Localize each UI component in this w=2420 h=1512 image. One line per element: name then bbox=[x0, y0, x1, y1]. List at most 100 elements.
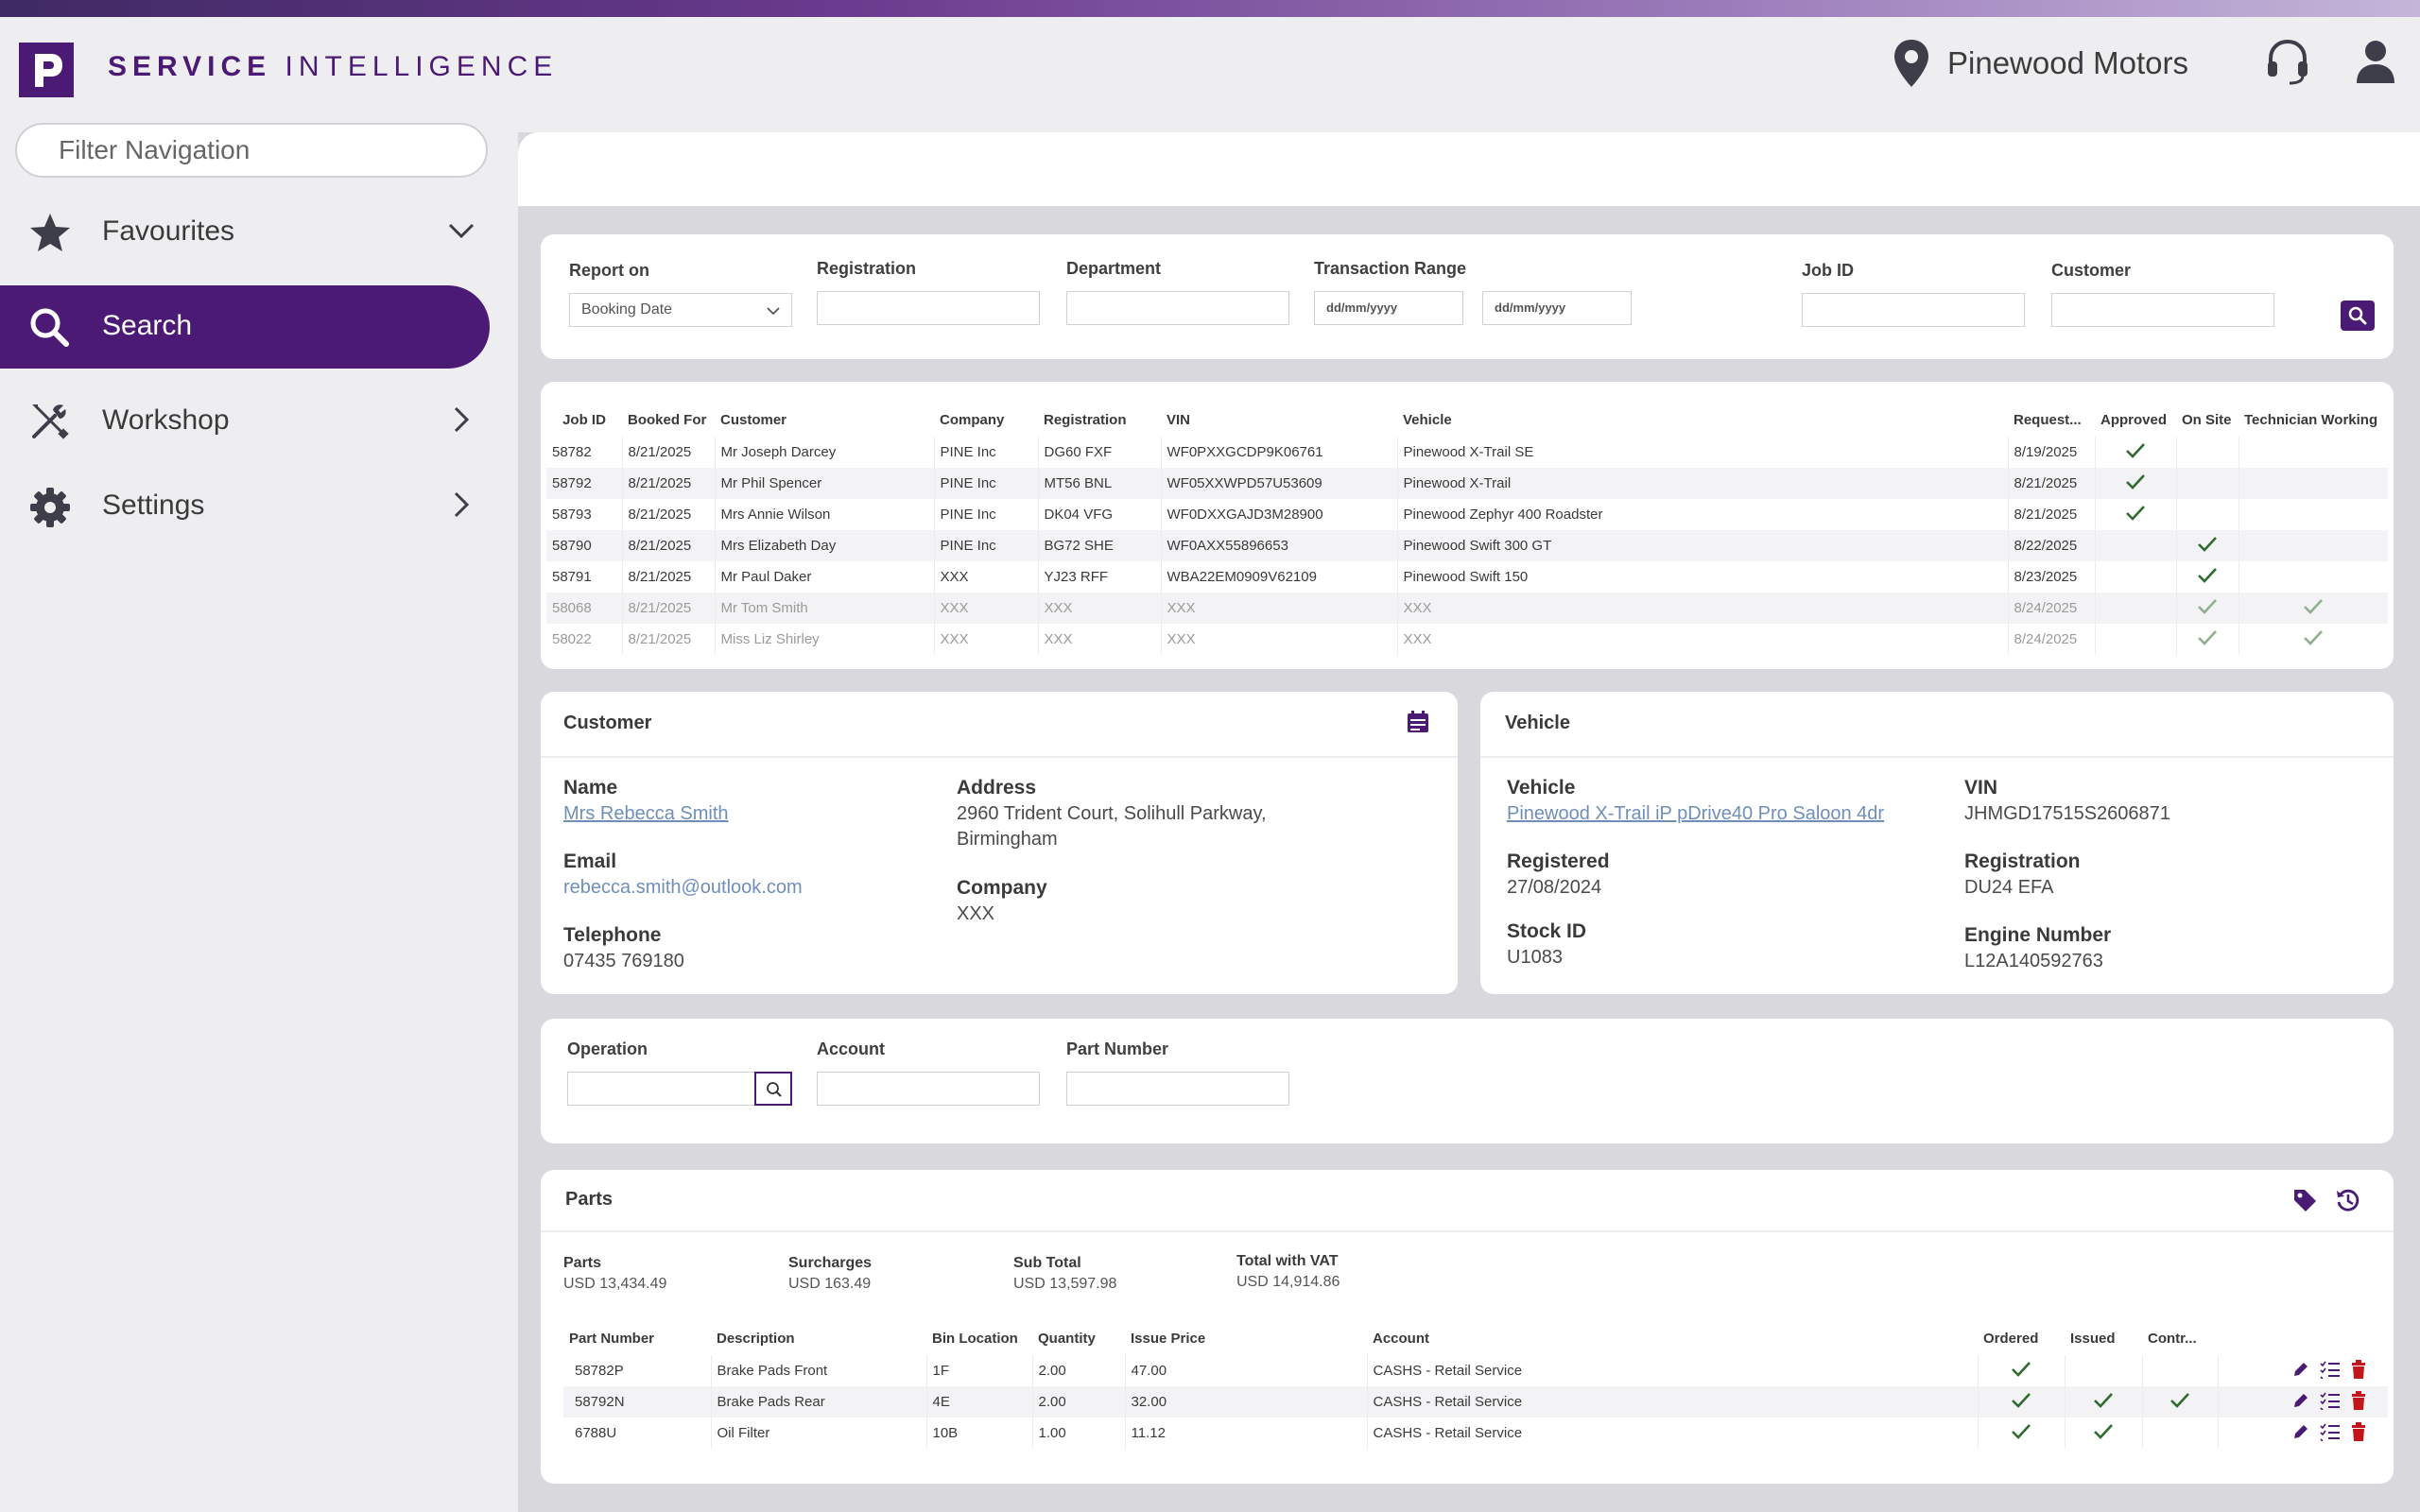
sidebar-item-settings[interactable]: Settings bbox=[0, 465, 490, 548]
col-approved[interactable]: Approved bbox=[2100, 411, 2168, 428]
main-top-bar bbox=[518, 132, 2420, 206]
table-row[interactable]: 58022 8/21/2025 Miss Liz Shirley XXX XXX XXX X… bbox=[546, 624, 2388, 655]
description-cell: Oil Filter bbox=[711, 1418, 927, 1449]
customer-cell: Mr Phil Spencer bbox=[715, 468, 935, 499]
col-vehicle[interactable]: Vehicle bbox=[1403, 411, 1452, 428]
table-row[interactable]: 6788U Oil Filter 10B 1.00 11.12 CASHS - Retai… bbox=[563, 1418, 2388, 1449]
col-description[interactable]: Description bbox=[717, 1330, 795, 1347]
customer-name-link[interactable]: Mrs Rebecca Smith bbox=[563, 803, 729, 824]
history-icon[interactable] bbox=[2335, 1187, 2361, 1213]
col-vin[interactable]: VIN bbox=[1167, 411, 1191, 428]
part-number-input[interactable] bbox=[1066, 1072, 1289, 1106]
registration-input[interactable] bbox=[817, 291, 1040, 325]
registration-cell: YJ23 RFF bbox=[1038, 561, 1162, 593]
table-row[interactable]: 58793 8/21/2025 Mrs Annie Wilson PINE Inc DK… bbox=[546, 499, 2388, 530]
delete-trash-icon[interactable] bbox=[2350, 1359, 2367, 1379]
sidebar-item-workshop[interactable]: Workshop bbox=[0, 380, 490, 463]
col-issue-price[interactable]: Issue Price bbox=[1131, 1330, 1206, 1347]
calendar-icon[interactable] bbox=[1405, 709, 1431, 735]
description-cell: Brake Pads Front bbox=[711, 1355, 927, 1386]
account-cell: CASHS - Retail Service bbox=[1367, 1386, 1979, 1418]
operation-input[interactable] bbox=[567, 1072, 756, 1106]
table-row[interactable]: 58790 8/21/2025 Mrs Elizabeth Day PINE Inc B… bbox=[546, 530, 2388, 561]
checklist-icon[interactable] bbox=[2320, 1360, 2341, 1380]
col-technician-working[interactable]: Technician Working bbox=[2244, 411, 2378, 428]
registration-cell: DK04 VFG bbox=[1038, 499, 1162, 530]
table-row[interactable]: 58792N Brake Pads Rear 4E 2.00 32.00 CASHS - … bbox=[563, 1386, 2388, 1418]
col-issued[interactable]: Issued bbox=[2070, 1330, 2116, 1347]
chevron-down-icon[interactable] bbox=[446, 215, 476, 246]
col-customer[interactable]: Customer bbox=[720, 411, 787, 428]
table-row[interactable]: 58782P Brake Pads Front 1F 2.00 47.00 CASHS -… bbox=[563, 1355, 2388, 1386]
table-row[interactable]: 58782 8/21/2025 Mr Joseph Darcey PINE Inc DG… bbox=[546, 437, 2388, 468]
date-to-input[interactable]: dd/mm/yyyy bbox=[1482, 291, 1632, 325]
col-contr[interactable]: Contr... bbox=[2148, 1330, 2197, 1347]
vehicle-registered: 27/08/2024 bbox=[1507, 877, 1602, 898]
filter-navigation-input[interactable] bbox=[15, 123, 488, 178]
col-quantity[interactable]: Quantity bbox=[1038, 1330, 1096, 1347]
headset-icon[interactable] bbox=[2265, 38, 2310, 85]
sidebar-item-search[interactable]: Search bbox=[0, 285, 490, 369]
customer-cell: Miss Liz Shirley bbox=[715, 624, 935, 655]
vehicle-card-title: Vehicle bbox=[1505, 713, 1570, 733]
logo-p-icon bbox=[19, 43, 74, 97]
delete-trash-icon[interactable] bbox=[2350, 1390, 2367, 1410]
technician-working-cell bbox=[2238, 561, 2388, 593]
brand-name-bold: SERVICE bbox=[108, 51, 272, 82]
app-logo[interactable] bbox=[19, 43, 74, 97]
telephone-label: Telephone bbox=[563, 924, 662, 946]
checklist-icon[interactable] bbox=[2320, 1391, 2341, 1411]
date-from-input[interactable]: dd/mm/yyyy bbox=[1314, 291, 1463, 325]
col-ordered[interactable]: Ordered bbox=[1983, 1330, 2039, 1347]
col-bin-location[interactable]: Bin Location bbox=[932, 1330, 1018, 1347]
user-profile-icon[interactable] bbox=[2354, 38, 2397, 85]
account-input[interactable] bbox=[817, 1072, 1040, 1106]
dealer-name[interactable]: Pinewood Motors bbox=[1947, 45, 2188, 80]
col-booked-for[interactable]: Booked For bbox=[628, 411, 707, 428]
col-part-number[interactable]: Part Number bbox=[569, 1330, 655, 1347]
table-row[interactable]: 58792 8/21/2025 Mr Phil Spencer PINE Inc MT5… bbox=[546, 468, 2388, 499]
customer-email-link[interactable]: rebecca.smith@outlook.com bbox=[563, 877, 803, 898]
operation-label: Operation bbox=[567, 1040, 648, 1058]
edit-pencil-icon[interactable] bbox=[2291, 1391, 2310, 1410]
chevron-right-icon[interactable] bbox=[446, 404, 476, 435]
customer-address-line2: Birmingham bbox=[957, 829, 1058, 850]
vehicle-engine-number: L12A140592763 bbox=[1964, 951, 2103, 971]
price-tag-icon[interactable] bbox=[2291, 1187, 2318, 1213]
col-on-site[interactable]: On Site bbox=[2182, 411, 2232, 428]
delete-trash-icon[interactable] bbox=[2350, 1421, 2367, 1441]
col-registration[interactable]: Registration bbox=[1044, 411, 1127, 428]
search-button[interactable] bbox=[2341, 301, 2375, 331]
account-cell: CASHS - Retail Service bbox=[1367, 1418, 1979, 1449]
edit-pencil-icon[interactable] bbox=[2291, 1422, 2310, 1441]
col-requested[interactable]: Request... bbox=[2014, 411, 2082, 428]
description-cell: Brake Pads Rear bbox=[711, 1386, 927, 1418]
report-on-select[interactable]: Booking Date bbox=[569, 293, 792, 327]
customer-input[interactable] bbox=[2051, 293, 2274, 327]
col-company[interactable]: Company bbox=[940, 411, 1005, 428]
row-actions bbox=[2218, 1355, 2388, 1386]
tools-icon bbox=[32, 404, 69, 439]
technician-working-cell bbox=[2238, 624, 2388, 655]
chevron-right-icon[interactable] bbox=[446, 490, 476, 520]
sub-total-label: Sub Total bbox=[1013, 1255, 1081, 1271]
check-icon bbox=[2012, 1423, 2031, 1439]
table-row[interactable]: 58791 8/21/2025 Mr Paul Daker XXX YJ23 RFF WB… bbox=[546, 561, 2388, 593]
search-form-card: Report on Booking Date Registration Depa… bbox=[541, 234, 2394, 359]
booked-for-cell: 8/21/2025 bbox=[622, 593, 716, 624]
table-row[interactable]: 58068 8/21/2025 Mr Tom Smith XXX XXX XXX XXX 8/… bbox=[546, 593, 2388, 624]
col-job-id[interactable]: Job ID bbox=[562, 411, 606, 428]
requested-cell: 8/19/2025 bbox=[2008, 437, 2096, 468]
vehicle-cell: Pinewood Swift 300 GT bbox=[1397, 530, 2009, 561]
email-label: Email bbox=[563, 850, 617, 872]
department-input[interactable] bbox=[1066, 291, 1289, 325]
checklist-icon[interactable] bbox=[2320, 1422, 2341, 1442]
job-id-input[interactable] bbox=[1802, 293, 2025, 327]
location-pin-icon[interactable] bbox=[1891, 38, 1932, 89]
check-icon bbox=[2012, 1392, 2031, 1408]
operation-search-button[interactable] bbox=[754, 1072, 792, 1106]
edit-pencil-icon[interactable] bbox=[2291, 1360, 2310, 1379]
vehicle-link[interactable]: Pinewood X-Trail iP pDrive40 Pro Saloon … bbox=[1507, 803, 1885, 824]
col-account[interactable]: Account bbox=[1373, 1330, 1429, 1347]
sidebar-item-favourites[interactable]: Favourites bbox=[0, 191, 490, 274]
